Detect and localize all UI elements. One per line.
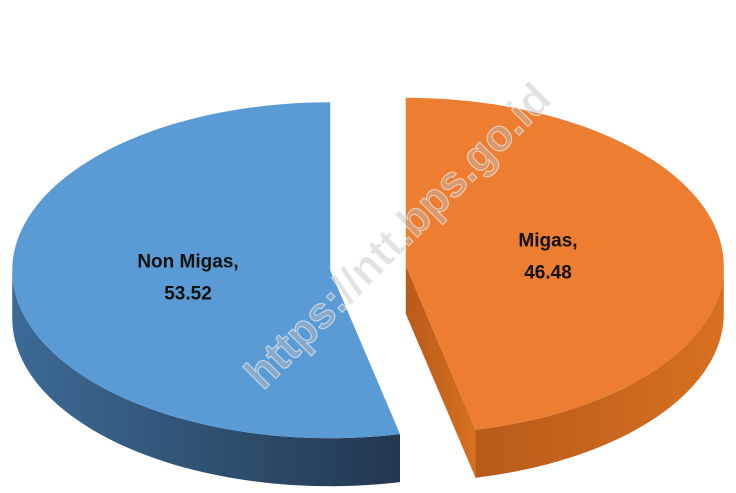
data-label-value: 46.48 [524, 262, 572, 283]
data-label-name: Migas, [518, 230, 577, 251]
slice [12, 102, 400, 439]
slice-cut-face [405, 265, 476, 478]
slice-side [475, 265, 724, 478]
pie [12, 97, 724, 487]
data-label-value: 53.52 [164, 284, 212, 305]
slice-side [12, 270, 400, 487]
data-label-name: Non Migas, [137, 252, 238, 273]
labels: Migas, 46.48 Non Migas, 53.52 [137, 230, 577, 304]
slice [405, 97, 724, 430]
